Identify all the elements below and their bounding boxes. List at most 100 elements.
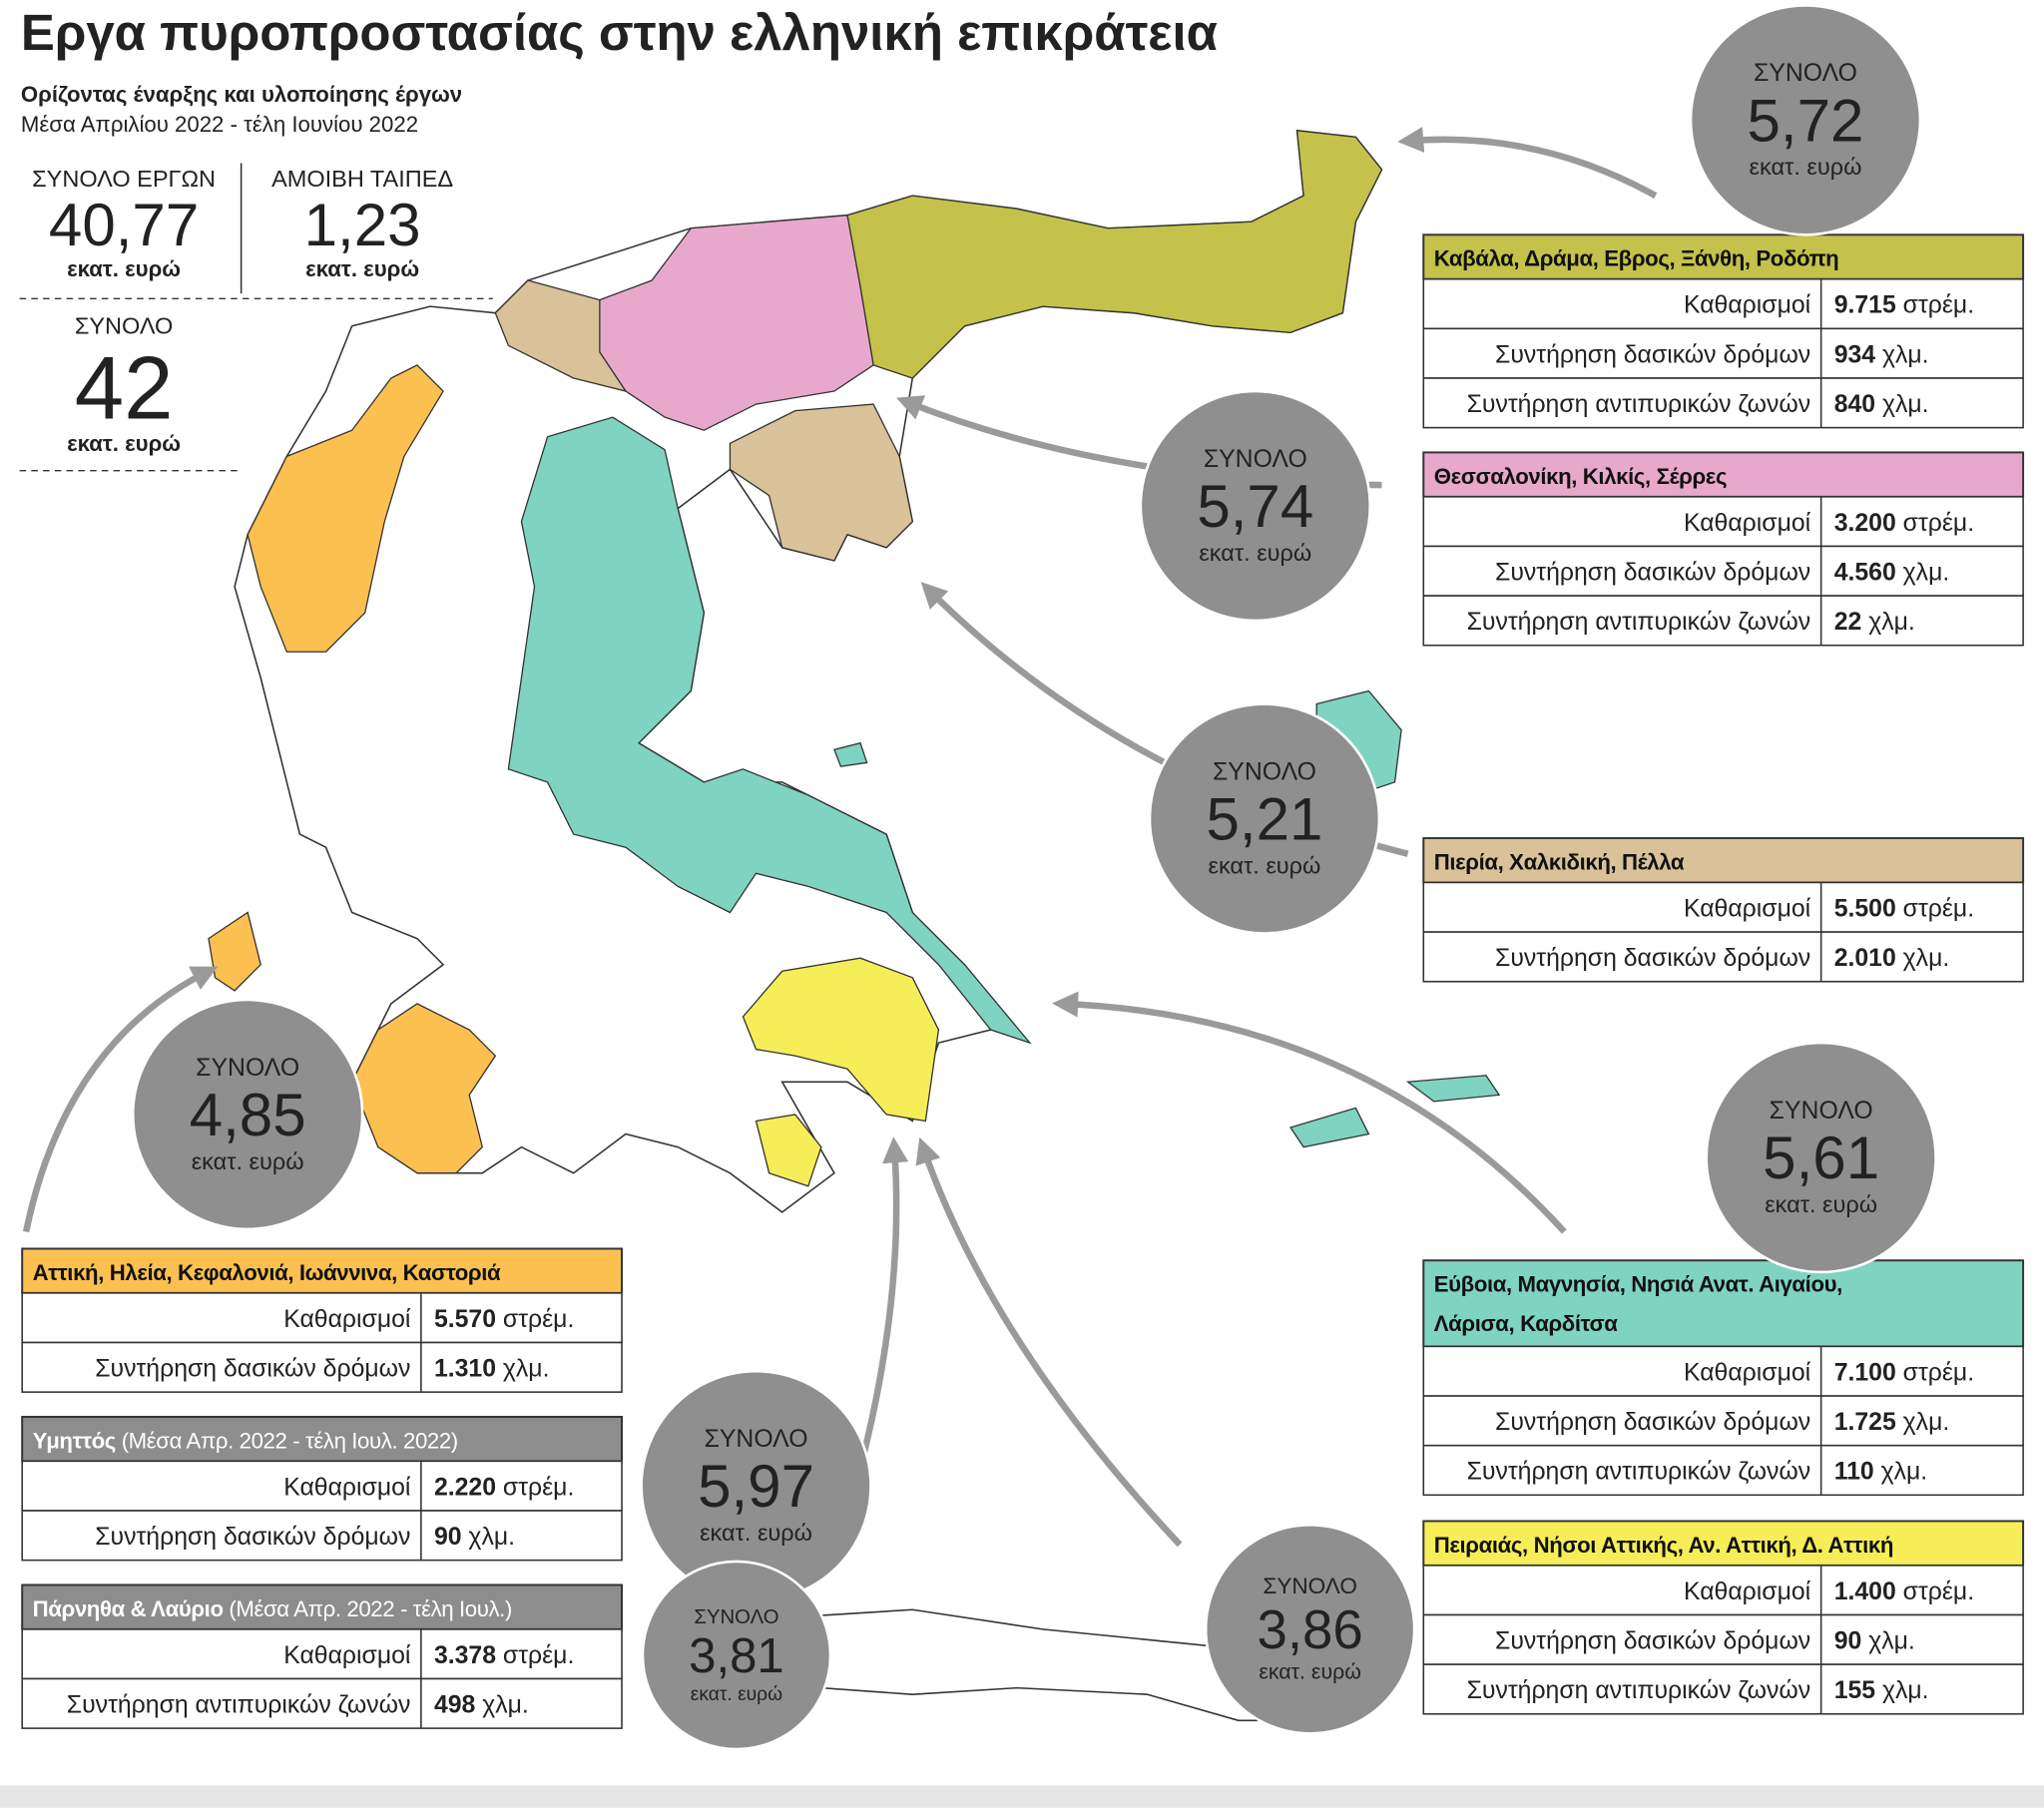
row-number: 1.725 (1834, 1409, 1896, 1436)
row-value: 90 χλμ. (434, 1524, 515, 1551)
box-title-note: (Μέσα Απρ. 2022 - τέλη Ιουλ. 2022) (122, 1428, 458, 1453)
row-unit: χλμ. (482, 1691, 529, 1718)
region-thrace (846, 130, 1383, 379)
total-value: 40,77 (49, 192, 199, 258)
row-label: Συντήρηση δασικών δρόμων (1495, 1409, 1810, 1436)
row-value: 90 χλμ. (1834, 1627, 1915, 1654)
row-unit: χλμ. (1882, 391, 1929, 418)
box-header (21, 1415, 623, 1463)
info-box: Υμηττός (Μέσα Απρ. 2022 - τέλη Ιουλ. 202… (21, 1415, 623, 1562)
row-label: Συντήρηση αντιπυρικών ζωνών (67, 1691, 411, 1718)
bubble-unit: εκατ. ευρώ (1765, 1191, 1877, 1217)
bubble-unit: εκατ. ευρώ (1750, 154, 1862, 180)
box-title: Θεσσαλονίκη, Κιλκίς, Σέρρες (1434, 464, 1727, 489)
arrows (22, 126, 1658, 1548)
total-value: 1,23 (304, 192, 421, 258)
box-title: Αττική, Ηλεία, Κεφαλονιά, Ιωάννινα, Καστ… (33, 1260, 501, 1285)
bubble-label: ΣΥΝΟΛΟ (1770, 1098, 1873, 1125)
bubble-unit: εκατ. ευρώ (192, 1148, 304, 1174)
row-value: 1.310 χλμ. (434, 1355, 550, 1382)
row-number: 2.220 (434, 1474, 496, 1501)
box-row (1422, 1345, 2024, 1397)
row-unit: στρέμ. (503, 1642, 574, 1669)
arrow (22, 966, 219, 1233)
arrow (1397, 126, 1658, 199)
box-header (1422, 1520, 2025, 1567)
box-row (1422, 881, 2024, 933)
box-row (1422, 595, 2024, 647)
box-title: Πιερία, Χαλκιδική, Πέλλα (1434, 849, 1685, 874)
row-number: 3.200 (1834, 510, 1896, 537)
box-title-text: Πιερία, Χαλκιδική, Πέλλα (1434, 849, 1685, 874)
bubble-label: ΣΥΝΟΛΟ (196, 1055, 299, 1082)
box-header (21, 1247, 623, 1294)
region-ikaria (1289, 1107, 1370, 1148)
row-label: Συντήρηση αντιπυρικών ζωνών (1467, 391, 1811, 418)
info-box: Εύβοια, Μαγνησία, Νησιά Ανατ. Αιγαίου, Λά… (1422, 1259, 2025, 1497)
row-value: 5.570 στρέμ. (434, 1306, 574, 1333)
region-attica (742, 957, 940, 1123)
row-unit: χλμ. (503, 1355, 550, 1382)
total-label: ΣΥΝΟΛΟ (75, 313, 174, 339)
row-unit: στρέμ. (503, 1474, 574, 1501)
box-title-text: Εύβοια, Μαγνησία, Νησιά Ανατ. Αιγαίου, (1434, 1272, 1842, 1297)
row-unit: στρέμ. (503, 1306, 574, 1333)
row-label: Καθαρισμοί (1684, 1359, 1811, 1386)
row-unit: στρέμ. (1903, 1359, 1974, 1386)
arrow (915, 1136, 1183, 1548)
row-number: 5.500 (1834, 895, 1896, 922)
box-row (21, 1677, 623, 1729)
box-title: Καβάλα, Δράμα, Εβρος, Ξάνθη, Ροδόπη (1434, 246, 1839, 271)
box-title-text: Υμηττός (33, 1428, 116, 1453)
bubble (1705, 1041, 1937, 1274)
bubble-label: ΣΥΝΟΛΟ (705, 1426, 808, 1453)
box-row (1422, 1613, 2024, 1665)
bubble-value: 4,85 (190, 1082, 306, 1148)
row-label: Καθαρισμοί (1684, 895, 1811, 922)
box-title: Πειραιάς, Νήσοι Αττικής, Αν. Αττική, Δ. … (1434, 1533, 1893, 1558)
bubble-value: 5,72 (1748, 87, 1864, 154)
row-value: 9.715 στρέμ. (1834, 292, 1974, 319)
info-box: Θεσσαλονίκη, Κιλκίς, Σέρρες Καθαρισμοί 3.2… (1422, 451, 2025, 647)
row-label: Συντήρηση δασικών δρόμων (95, 1355, 410, 1382)
row-number: 22 (1834, 609, 1862, 636)
box-row (1422, 1444, 2024, 1497)
row-unit: στρέμ. (1903, 510, 1974, 537)
row-label: Συντήρηση αντιπυρικών ζωνών (1467, 609, 1811, 636)
info-box: Καβάλα, Δράμα, Εβρος, Ξάνθη, Ροδόπη Καθαρ… (1422, 233, 2025, 429)
bubble-label: ΣΥΝΟΛΟ (1263, 1574, 1357, 1598)
bubble (1148, 702, 1381, 935)
row-value: 840 χλμ. (1834, 391, 1929, 418)
bubble-value: 5,61 (1763, 1125, 1879, 1191)
box-header (1422, 451, 2025, 498)
row-value: 7.100 στρέμ. (1834, 1359, 1974, 1386)
bubble-unit: εκατ. ευρώ (1208, 852, 1320, 878)
row-label: Συντήρηση δασικών δρόμων (1495, 1627, 1810, 1654)
row-value: 3.378 στρέμ. (434, 1642, 574, 1669)
total-value: 42 (75, 338, 174, 437)
title: Εργα πυροπροστασίας στην ελληνική επικρά… (21, 4, 1218, 61)
region-pella (494, 279, 628, 393)
row-label: Συντήρηση δασικών δρόμων (95, 1524, 410, 1551)
boxes: Καβάλα, Δράμα, Εβρος, Ξάνθη, Ροδόπη Καθαρ… (21, 233, 2025, 1729)
box-row (21, 1510, 623, 1562)
row-value: 110 χλμ. (1834, 1459, 1928, 1486)
row-number: 840 (1834, 391, 1875, 418)
bubble-label: ΣΥΝΟΛΟ (1213, 758, 1316, 785)
box-title: Εύβοια, Μαγνησία, Νησιά Ανατ. Αιγαίου, (1434, 1272, 1842, 1297)
box-title-text: Λάρισα, Καρδίτσα (1434, 1311, 1619, 1336)
row-unit: στρέμ. (1903, 1579, 1974, 1605)
box-row (1422, 545, 2024, 597)
region-kefalonia (208, 911, 261, 992)
box-row (1422, 1663, 2024, 1715)
box-row (1422, 931, 2024, 983)
region-samos (1405, 1075, 1501, 1103)
region-skiathos (833, 741, 868, 767)
row-unit: χλμ. (1868, 1627, 1915, 1654)
